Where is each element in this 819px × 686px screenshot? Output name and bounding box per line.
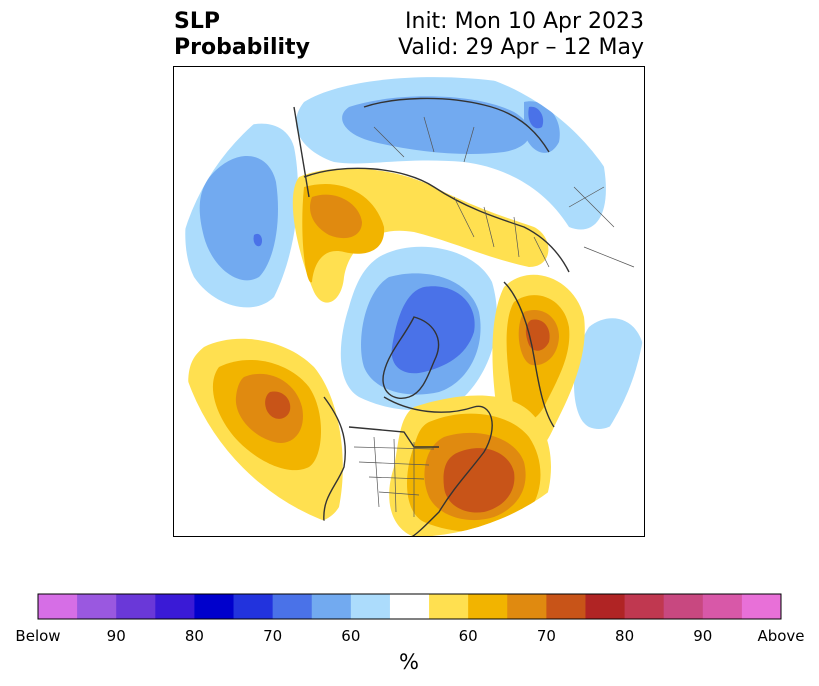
init-date: Init: Mon 10 Apr 2023: [405, 9, 644, 34]
map-title-right: Init: Mon 10 Apr 2023 Valid: 29 Apr – 12…: [398, 9, 644, 61]
colorbar-segment: [741, 594, 782, 619]
title-field: Probability: [174, 35, 310, 60]
anomaly-above-ne-pacific-90: [265, 391, 291, 419]
colorbar-segment: [38, 594, 78, 619]
colorbar-tick-label: Above: [757, 627, 805, 645]
country-borders: [353, 116, 635, 517]
colorbar-tick-label: 60: [341, 627, 361, 645]
colorbar-segment: [155, 594, 195, 619]
colorbar-segment: [468, 594, 508, 619]
colorbar-units-label: %: [399, 650, 419, 674]
anomaly-below-north-pacific-70: [199, 155, 279, 281]
probability-map: [173, 66, 645, 537]
colorbar-tick-label: 70: [536, 627, 556, 645]
map-title-left: SLP Probability: [174, 9, 310, 61]
colorbar-segment: [194, 594, 235, 619]
colorbar: [37, 593, 782, 620]
anomaly-below-north-pacific-80: [253, 233, 263, 247]
colorbar-segment: [116, 594, 156, 619]
coastlines: [293, 97, 570, 536]
map-svg: [174, 67, 644, 536]
colorbar-segment: [272, 594, 313, 619]
colorbar-segment: [233, 594, 274, 619]
colorbar-tick-label: 90: [106, 627, 126, 645]
colorbar-segment: [507, 594, 547, 619]
colorbar-segment: [429, 594, 469, 619]
colorbar-tick-label: 90: [693, 627, 713, 645]
anomaly-below-east-asia-70: [342, 96, 531, 154]
anomaly-above-siberia-80: [309, 194, 362, 239]
valid-period: Valid: 29 Apr – 12 May: [398, 35, 644, 60]
colorbar-frame: [37, 593, 782, 620]
colorbar-tick-label: Below: [15, 627, 61, 645]
colorbar-segment: [389, 594, 430, 619]
colorbar-tick-label: 80: [184, 627, 204, 645]
title-variable: SLP: [174, 9, 220, 34]
colorbar-segment: [585, 594, 626, 619]
colorbar-segment: [624, 594, 665, 619]
anomaly-above-e-namerica-90: [443, 448, 515, 513]
colorbar-segment: [350, 594, 391, 619]
colorbar-segment: [546, 594, 586, 619]
colorbar-segment: [77, 594, 117, 619]
colorbar-tick-label: 70: [263, 627, 283, 645]
colorbar-segment: [702, 594, 743, 619]
colorbar-tick-label: 60: [458, 627, 478, 645]
anomaly-below-east-asia-80: [528, 106, 544, 129]
colorbar-segment: [663, 594, 704, 619]
colorbar-segment: [311, 594, 352, 619]
colorbar-tick-label: 80: [615, 627, 635, 645]
